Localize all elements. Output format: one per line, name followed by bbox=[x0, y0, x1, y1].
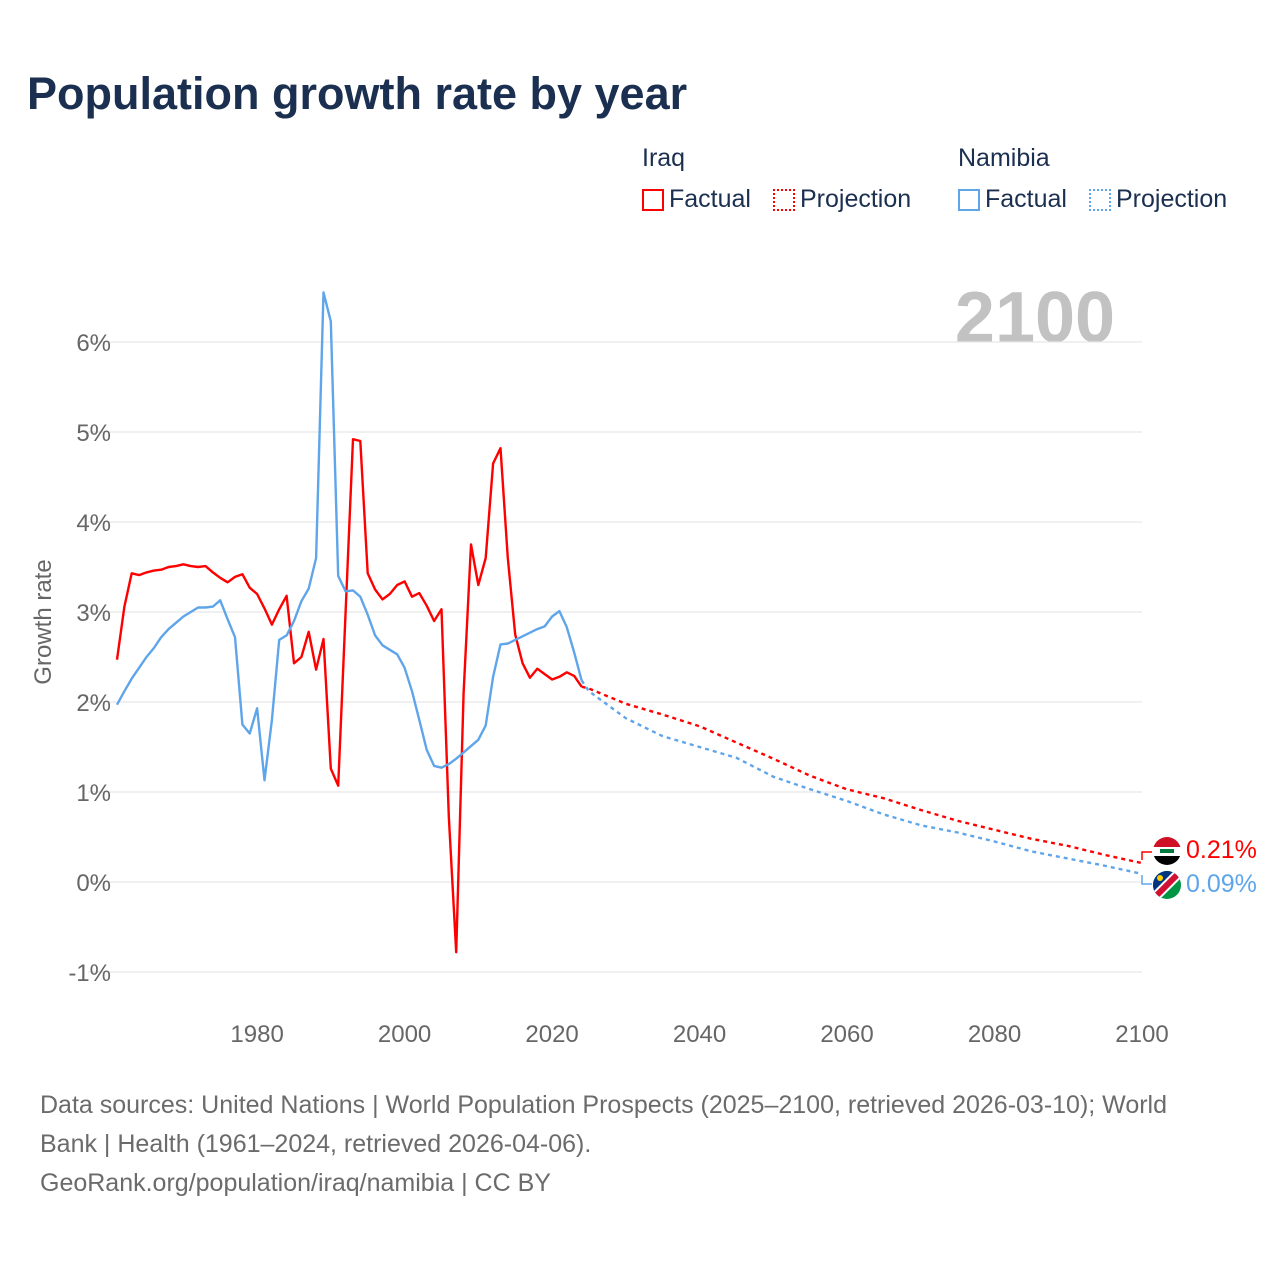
x-tick-label: 2100 bbox=[1115, 1021, 1168, 1048]
legend-namibia-factual[interactable]: Factual bbox=[958, 185, 1067, 214]
legend-namibia-projection[interactable]: Projection bbox=[1088, 185, 1228, 214]
y-tick-label: 4% bbox=[76, 510, 111, 537]
series-line-namibia-projection bbox=[580, 679, 1143, 876]
x-tick-label: 2080 bbox=[968, 1021, 1021, 1048]
footer: Data sources: United Nations | World Pop… bbox=[40, 1086, 1240, 1203]
dotted-swatch-icon bbox=[1088, 188, 1111, 211]
series-line-iraq-projection bbox=[581, 685, 1143, 865]
namibia-end-connector bbox=[1141, 875, 1152, 885]
x-tick-label: 2060 bbox=[820, 1021, 873, 1048]
y-tick-label: 3% bbox=[76, 600, 111, 627]
attribution-link[interactable]: GeoRank.org/population/iraq/namibia | CC… bbox=[40, 1169, 551, 1197]
legend-group-namibia: Namibia Factual Projection bbox=[958, 144, 1227, 214]
y-tick-label: 2% bbox=[76, 690, 111, 717]
legend-group-label: Iraq bbox=[642, 144, 686, 172]
chart-title: Population growth rate by year bbox=[27, 68, 688, 119]
y-tick-label: 5% bbox=[76, 420, 111, 447]
series-line-iraq-factual bbox=[115, 438, 583, 954]
legend-iraq-projection[interactable]: Projection bbox=[772, 185, 912, 214]
x-tick-label: 1980 bbox=[230, 1021, 283, 1048]
iraq-flag-icon bbox=[1153, 837, 1181, 865]
legend-label: Projection bbox=[1115, 185, 1228, 213]
legend-group-iraq: Iraq Factual Projection bbox=[642, 144, 911, 214]
x-tick-label: 2000 bbox=[378, 1021, 431, 1048]
legend-iraq-factual[interactable]: Factual bbox=[642, 185, 751, 214]
source-line: Bank | Health (1961–2024, retrieved 2026… bbox=[40, 1130, 592, 1158]
dotted-swatch-icon bbox=[772, 188, 795, 211]
y-tick-label: -1% bbox=[68, 960, 111, 987]
y-axis-label: Growth rate bbox=[30, 559, 57, 684]
x-tick-label: 2020 bbox=[525, 1021, 578, 1048]
iraq-end-connector bbox=[1141, 851, 1152, 860]
source-line: Data sources: United Nations | World Pop… bbox=[40, 1091, 1168, 1119]
y-tick-label: 0% bbox=[76, 870, 111, 897]
y-tick-label: 6% bbox=[76, 330, 111, 357]
year-watermark: 2100 bbox=[955, 278, 1115, 358]
legend-label: Factual bbox=[669, 185, 751, 213]
solid-swatch-icon bbox=[642, 188, 664, 211]
legend-label: Projection bbox=[799, 185, 912, 213]
solid-swatch-icon bbox=[958, 188, 980, 211]
y-tick-label: 1% bbox=[76, 780, 111, 807]
namibia-end-value: 0.09% bbox=[1186, 870, 1257, 898]
x-tick-label: 2040 bbox=[673, 1021, 726, 1048]
namibia-flag-icon bbox=[1153, 871, 1181, 899]
iraq-end-value: 0.21% bbox=[1186, 836, 1257, 864]
legend-group-label: Namibia bbox=[958, 144, 1050, 172]
legend-label: Factual bbox=[985, 185, 1067, 213]
series-line-namibia-factual bbox=[115, 291, 583, 782]
